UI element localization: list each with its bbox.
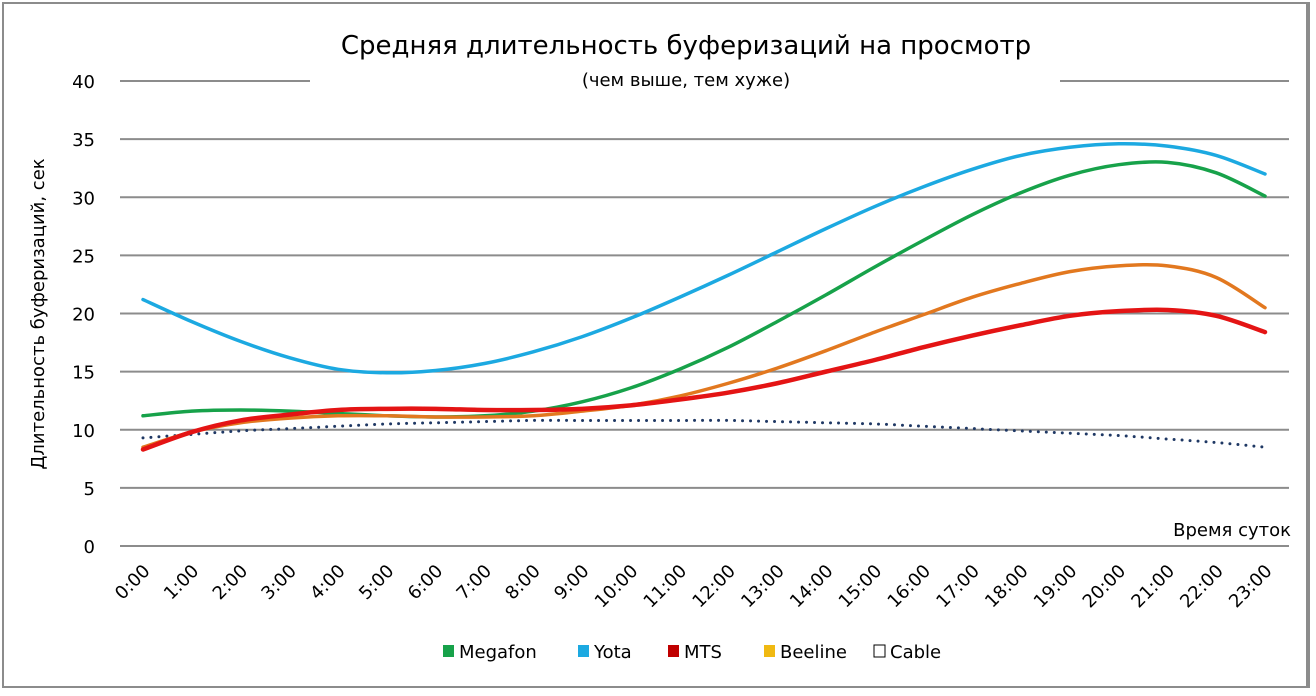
y-tick-label: 30 — [72, 188, 95, 209]
legend-label-cable: Cable — [890, 642, 941, 663]
x-axis-label: Время суток — [1173, 520, 1291, 541]
x-tick-label: 9:00 — [550, 561, 593, 604]
chart-frame — [2, 2, 1310, 688]
x-tick-label: 0:00 — [111, 561, 154, 604]
y-tick-label: 20 — [72, 305, 95, 326]
x-tick-label: 22:00 — [1176, 561, 1228, 613]
y-tick-label: 5 — [84, 479, 95, 500]
series-lines — [140, 141, 1268, 452]
y-tick-label: 0 — [84, 537, 95, 558]
x-tick-label: 21:00 — [1127, 561, 1179, 613]
x-tick-label: 15:00 — [835, 561, 887, 613]
y-tick-label: 35 — [72, 130, 95, 151]
x-tick-label: 4:00 — [306, 561, 349, 604]
legend-label-beeline: Beeline — [780, 642, 847, 663]
x-tick-label: 14:00 — [786, 561, 838, 613]
x-tick-label: 20:00 — [1079, 561, 1131, 613]
x-tick-label: 7:00 — [453, 561, 496, 604]
chart-subtitle: (чем выше, тем хуже) — [582, 70, 790, 91]
series-line-cable — [141, 418, 1267, 449]
y-tick-label: 25 — [72, 246, 95, 267]
x-tick-label: 18:00 — [981, 561, 1033, 613]
x-tick-label: 2:00 — [209, 561, 252, 604]
legend-label-yota: Yota — [593, 642, 632, 663]
x-axis-ticks: 0:00 1:00 2:00 3:00 4:00 5:00 6:00 7:00 8:00 9:00… — [111, 561, 1276, 613]
legend-swatch-megafon — [443, 645, 454, 657]
x-tick-label: 23:00 — [1225, 561, 1277, 613]
legend-swatch-yota — [578, 645, 589, 657]
x-tick-label: 11:00 — [640, 561, 692, 613]
x-tick-label: 12:00 — [688, 561, 740, 613]
legend-label-megafon: Megafon — [459, 642, 537, 663]
legend-swatch-mts — [668, 645, 679, 657]
series-line-mts — [140, 307, 1268, 452]
x-tick-label: 17:00 — [932, 561, 984, 613]
x-tick-label: 6:00 — [404, 561, 447, 604]
title-background — [310, 25, 1060, 95]
legend-swatch-beeline — [764, 645, 775, 657]
y-tick-label: 15 — [72, 363, 95, 384]
chart-title: Средняя длительность буферизаций на прос… — [341, 31, 1031, 61]
legend: Megafon Yota MTS Beeline Cable — [443, 642, 941, 663]
legend-label-mts: MTS — [684, 642, 722, 663]
y-axis-label: Длительность буферизаций, сек — [28, 158, 49, 469]
x-tick-label: 3:00 — [257, 561, 300, 604]
y-axis-ticks: 0 5 10 15 20 25 30 35 40 — [72, 72, 95, 558]
y-tick-label: 40 — [72, 72, 95, 93]
series-line-megafon — [141, 160, 1267, 419]
x-tick-label: 8:00 — [501, 561, 544, 604]
x-tick-label: 5:00 — [355, 561, 398, 604]
x-tick-label: 10:00 — [591, 561, 643, 613]
x-tick-label: 13:00 — [737, 561, 789, 613]
x-tick-label: 19:00 — [1030, 561, 1082, 613]
series-line-yota — [141, 141, 1267, 375]
x-tick-label: 1:00 — [160, 561, 203, 604]
series-line-beeline — [141, 262, 1267, 449]
x-tick-label: 16:00 — [884, 561, 936, 613]
y-tick-label: 10 — [72, 421, 95, 442]
legend-swatch-cable — [873, 644, 886, 658]
